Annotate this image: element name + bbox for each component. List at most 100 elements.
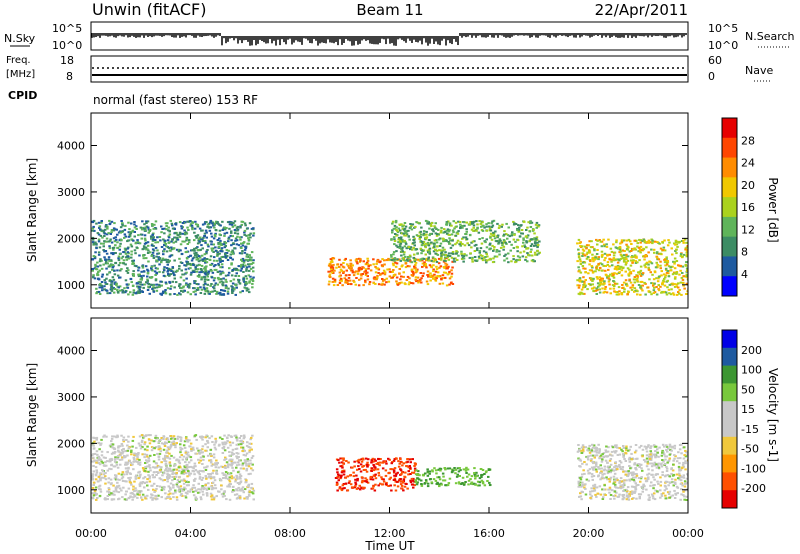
echo-cell	[375, 267, 378, 270]
echo-cell	[103, 279, 106, 282]
echo-cell	[201, 451, 204, 454]
echo-cell	[137, 273, 140, 276]
echo-cell	[397, 236, 401, 239]
echo-cell	[132, 274, 135, 277]
echo-cell	[393, 484, 396, 487]
echo-cell	[184, 268, 188, 271]
echo-cell	[462, 236, 465, 239]
echo-cell	[144, 239, 147, 242]
echo-cell	[157, 283, 161, 286]
echo-cell	[234, 478, 238, 481]
echo-cell	[96, 453, 99, 456]
echo-cell	[218, 252, 221, 255]
echo-cell	[121, 450, 125, 453]
echo-cell	[102, 464, 106, 467]
echo-cell	[136, 493, 139, 496]
echo-cell	[122, 473, 126, 476]
echo-cell	[441, 246, 445, 249]
echo-cell	[358, 260, 362, 263]
echo-cell	[450, 224, 453, 227]
echo-cell	[219, 261, 222, 263]
echo-cell	[129, 476, 132, 479]
echo-cell	[675, 285, 678, 288]
echo-cell	[168, 473, 171, 476]
echo-cell	[347, 266, 351, 269]
echo-cell	[118, 478, 121, 481]
echo-cell	[167, 261, 170, 264]
echo-cell	[438, 266, 441, 269]
echo-cell	[245, 444, 249, 447]
echo-cell	[429, 275, 432, 278]
echo-cell	[676, 245, 679, 248]
echo-cell	[596, 249, 599, 251]
echo-cell	[245, 234, 248, 237]
echo-cell	[91, 478, 94, 481]
echo-cell	[376, 260, 379, 263]
echo-cell	[111, 264, 115, 267]
echo-cell	[228, 498, 232, 501]
echo-cell	[450, 233, 454, 236]
echo-cell	[395, 276, 399, 279]
echo-cell	[133, 453, 136, 456]
echo-cell	[228, 441, 232, 444]
echo-cell	[141, 446, 144, 448]
echo-cell	[487, 475, 490, 478]
echo-cell	[411, 458, 414, 461]
echo-cell	[673, 285, 677, 288]
echo-cell	[252, 270, 255, 273]
echo-cell	[393, 224, 397, 227]
echo-cell	[97, 271, 100, 274]
echo-cell	[356, 479, 359, 482]
echo-cell	[198, 271, 201, 274]
echo-cell	[579, 260, 582, 263]
echo-cell	[198, 473, 201, 476]
echo-cell	[618, 267, 621, 270]
echo-cell	[117, 257, 120, 260]
echo-cell	[235, 243, 239, 246]
echo-cell	[374, 282, 377, 285]
echo-cell	[394, 221, 398, 224]
echo-cell	[535, 226, 538, 229]
echo-cell	[406, 265, 410, 268]
echo-cell	[220, 465, 223, 468]
echo-cell	[445, 232, 449, 235]
echo-cell	[372, 460, 375, 463]
echo-cell	[126, 271, 130, 274]
echo-cell	[623, 290, 626, 293]
echo-cell	[172, 440, 176, 443]
echo-cell	[392, 227, 396, 230]
echo-cell	[121, 230, 125, 233]
echo-cell	[233, 229, 237, 231]
echo-cell	[450, 252, 453, 255]
echo-cell	[226, 290, 230, 293]
echo-cell	[140, 237, 143, 240]
echo-cell	[151, 224, 154, 227]
echo-cell	[203, 235, 206, 238]
echo-cell	[459, 241, 462, 244]
echo-cell	[185, 480, 188, 483]
echo-cell	[107, 256, 111, 259]
echo-cell	[399, 237, 403, 240]
echo-cell	[187, 229, 190, 231]
echo-cell	[369, 478, 372, 481]
echo-cell	[164, 456, 167, 459]
echo-cell	[199, 496, 203, 499]
echo-cell	[143, 469, 147, 472]
echo-cell	[193, 231, 196, 234]
echo-cell	[421, 265, 424, 268]
echo-cell	[178, 475, 181, 478]
echo-cell	[181, 458, 185, 461]
echo-cell	[204, 282, 207, 285]
echo-cell	[231, 252, 235, 255]
echo-cell	[524, 246, 527, 248]
echo-cell	[362, 458, 365, 461]
echo-cell	[137, 291, 140, 294]
echo-cell	[200, 229, 203, 232]
echo-cell	[432, 264, 435, 267]
echo-cell	[584, 271, 587, 274]
echo-cell	[201, 438, 204, 441]
echo-cell	[374, 483, 377, 486]
echo-cell	[133, 458, 136, 461]
echo-cell	[524, 256, 528, 259]
echo-cell	[660, 291, 663, 294]
